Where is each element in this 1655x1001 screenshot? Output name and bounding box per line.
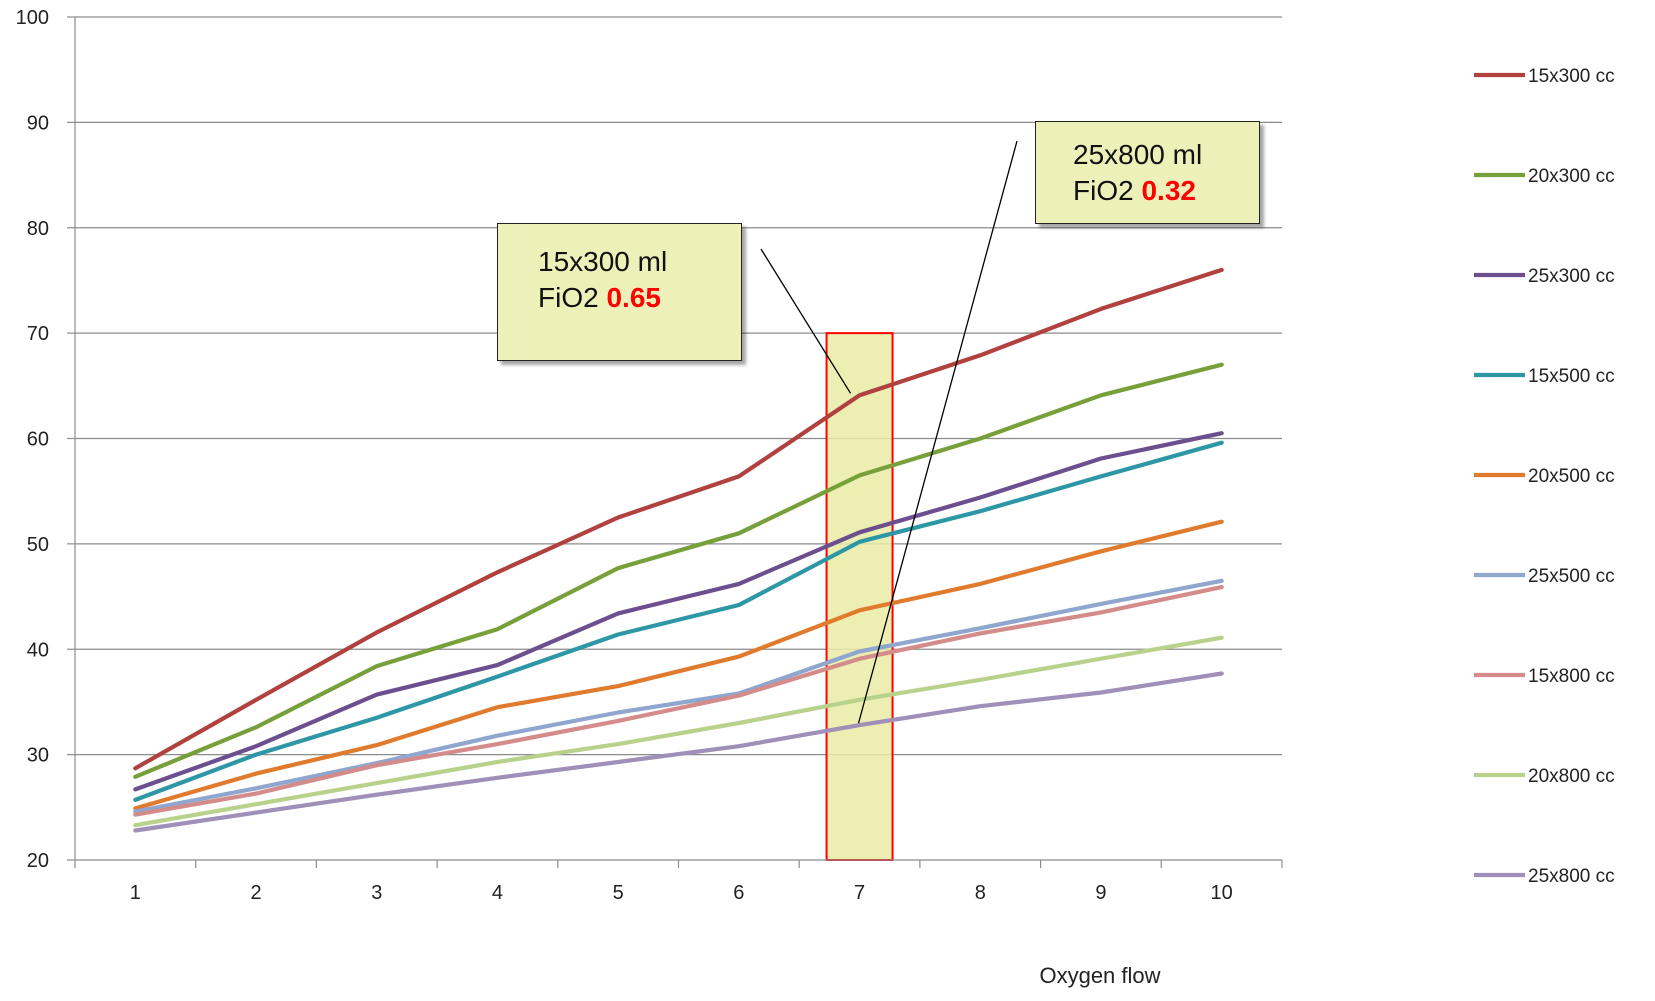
- series-line-20x300-cc: [133, 362, 1224, 779]
- y-tick-label: 50: [27, 534, 49, 556]
- x-tick-label: 10: [1211, 882, 1233, 904]
- annotation-fio2-label: FiO2: [1073, 175, 1134, 206]
- series-line-25x800-cc: [133, 671, 1224, 833]
- series-line-15x500-cc: [133, 440, 1224, 803]
- x-tick-label: 8: [975, 882, 986, 904]
- annotation-box-25x800: 25x800 ml FiO2 0.32: [1035, 121, 1260, 224]
- series-line-25x300-cc: [133, 431, 1224, 792]
- x-tick-label: 6: [733, 882, 744, 904]
- legend-label: 25x800 cc: [1528, 866, 1615, 887]
- y-tick-label: 30: [27, 745, 49, 767]
- legend-label: 20x500 cc: [1528, 466, 1615, 487]
- y-tick-label: 40: [27, 639, 49, 661]
- x-tick-label: 9: [1095, 882, 1106, 904]
- x-tick-label: 2: [250, 882, 261, 904]
- axes: 20 30 40 50 60 70 80 90 100 1 2 3 4 5 6 7 8 9 10: [16, 7, 1283, 904]
- legend-label: 20x300 cc: [1528, 166, 1615, 187]
- series-line-25x500-cc: [133, 578, 1224, 814]
- series-lines: [133, 267, 1224, 833]
- y-tick-label: 100: [16, 7, 49, 29]
- highlight-region: [825, 332, 894, 861]
- series-line-15x300-cc: [133, 267, 1224, 771]
- annotation-fio2-label: FiO2: [538, 282, 599, 313]
- annotation-leader-lines: [760, 140, 1018, 724]
- series-line-20x800-cc: [133, 635, 1224, 828]
- x-tick-label: 1: [130, 882, 141, 904]
- annotation-fio2-row: FiO2 0.32: [1073, 173, 1259, 209]
- annotation-title: 15x300 ml: [538, 246, 668, 277]
- legend-label: 25x300 cc: [1528, 266, 1615, 287]
- annotation-fio2-row: FiO2 0.65: [538, 280, 741, 316]
- legend-label: 25x500 cc: [1528, 566, 1615, 587]
- legend: 15x300 cc 20x300 cc 25x300 cc 15x500 cc 20x5…: [1474, 66, 1615, 887]
- legend-label: 15x800 cc: [1528, 666, 1615, 687]
- y-tick-label: 60: [27, 429, 49, 451]
- x-axis-title: Oxygen flow: [1039, 963, 1160, 988]
- x-tick-label: 3: [371, 882, 382, 904]
- annotation-fio2-value: 0.65: [606, 282, 661, 313]
- series-line-20x500-cc: [133, 519, 1224, 811]
- legend-label: 15x300 cc: [1528, 66, 1615, 87]
- legend-label: 15x500 cc: [1528, 366, 1615, 387]
- highlight-rect: [825, 332, 894, 861]
- y-tick-label: 70: [27, 323, 49, 345]
- y-tick-label: 80: [27, 218, 49, 240]
- y-tick-label: 90: [27, 112, 49, 134]
- annotation-title: 25x800 ml: [1073, 139, 1203, 170]
- y-tick-label: 20: [27, 850, 49, 872]
- x-tick-label: 7: [854, 882, 865, 904]
- legend-label: 20x800 cc: [1528, 766, 1615, 787]
- annotation-box-15x300: 15x300 ml FiO2 0.65: [497, 223, 742, 361]
- annotation-fio2-value: 0.32: [1141, 175, 1196, 206]
- annotation-leader-line: [760, 248, 852, 394]
- series-line-15x800-cc: [133, 584, 1224, 817]
- x-tick-label: 5: [613, 882, 624, 904]
- x-tick-label: 4: [492, 882, 503, 904]
- annotation-leader-line: [857, 140, 1018, 724]
